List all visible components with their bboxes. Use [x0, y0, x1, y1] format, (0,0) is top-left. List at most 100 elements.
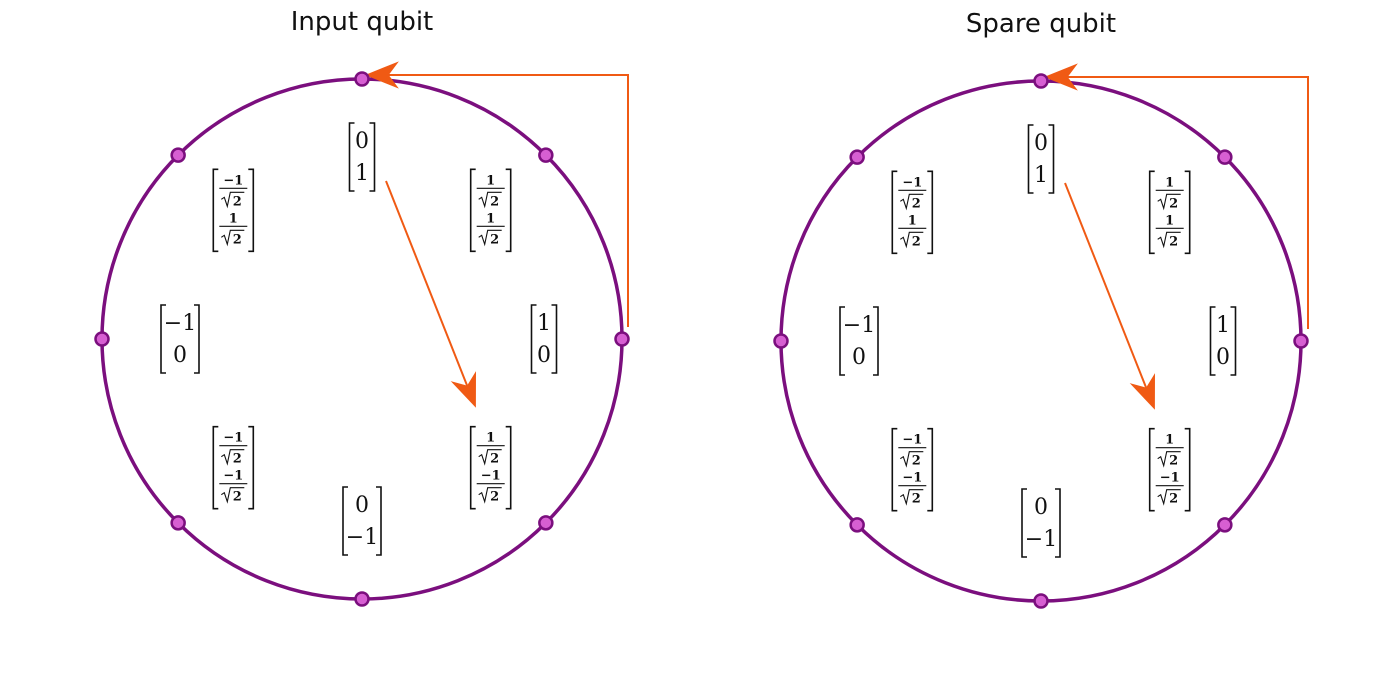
- right-bracket: [369, 122, 376, 192]
- fraction-denominator: 2: [490, 490, 499, 505]
- left-bracket: [1209, 306, 1216, 376]
- matrix-entry: 0: [355, 493, 369, 518]
- left-bracket: [469, 168, 476, 253]
- fraction-denominator: 2: [1169, 454, 1178, 469]
- fraction-numerator: 1: [1165, 213, 1174, 228]
- state-point-dot: [1033, 593, 1049, 609]
- left-bracket: [1148, 170, 1155, 255]
- matrix-entry: −1: [1025, 527, 1057, 552]
- matrix-entry: −1: [843, 313, 875, 338]
- matrix-entry: 1: [1216, 313, 1230, 338]
- state-vector-label: 1 2 −1 2: [1148, 427, 1191, 512]
- feedback-arrow: [364, 61, 629, 327]
- sqrt-sign: [221, 487, 245, 504]
- panel-title: Spare qubit: [966, 9, 1116, 39]
- matrix-entry: −1: [346, 525, 378, 550]
- state-vector-label: −1 2 1 2: [891, 170, 934, 255]
- right-bracket: [248, 425, 255, 510]
- fraction-denominator: 2: [912, 196, 921, 211]
- sqrt-sign: [221, 229, 245, 247]
- fraction-denominator: 2: [1169, 234, 1178, 249]
- matrix-entry: 0: [537, 343, 551, 368]
- state-point-dot: [170, 147, 186, 163]
- sqrt-sign: [900, 231, 924, 249]
- sqrt-sign: [1157, 451, 1181, 468]
- fraction-denominator: 2: [912, 234, 921, 249]
- state-point-dot: [1033, 73, 1049, 89]
- sqrt-sign: [221, 191, 245, 209]
- fraction-denominator: 2: [490, 232, 499, 247]
- state-point-dot: [1293, 333, 1309, 349]
- left-bracket: [348, 122, 355, 192]
- fraction-denominator: 2: [490, 452, 499, 467]
- right-bracket: [505, 168, 512, 253]
- fraction-numerator: −1: [902, 175, 922, 190]
- state-vector-label: 10: [530, 304, 558, 374]
- right-bracket: [1055, 488, 1061, 558]
- right-bracket: [376, 486, 382, 556]
- fraction-denominator: 2: [233, 232, 242, 247]
- state-vector-arrow: [1064, 182, 1155, 410]
- state-point-dot: [354, 71, 370, 87]
- matrix-entry: 0: [852, 345, 866, 370]
- sqrt-sign: [1157, 193, 1181, 211]
- panel-spare-qubit: Spare qubit 01 12121012−120−1−12−12−10−12…: [773, 9, 1309, 609]
- matrix-entry: 0: [173, 343, 187, 368]
- left-bracket: [891, 427, 898, 512]
- state-vector-label: −1 2 −1 2: [212, 425, 255, 510]
- sqrt-sign: [478, 229, 502, 247]
- fraction-denominator: 2: [233, 194, 242, 209]
- left-bracket: [839, 306, 845, 376]
- state-point-dot: [1217, 149, 1233, 165]
- left-bracket: [530, 304, 537, 374]
- right-bracket: [873, 306, 879, 376]
- state-point-dot: [538, 147, 554, 163]
- right-bracket: [551, 304, 558, 374]
- fraction-numerator: 1: [486, 431, 495, 446]
- state-point-dot: [94, 331, 110, 347]
- fraction-denominator: 2: [233, 490, 242, 505]
- sqrt-sign: [900, 489, 924, 506]
- state-vector-label: −10: [160, 304, 200, 374]
- state-point-dot: [170, 515, 186, 531]
- fraction-numerator: 1: [1165, 433, 1174, 448]
- matrix-entry: 1: [355, 161, 369, 186]
- fraction-denominator: 2: [912, 454, 921, 469]
- state-vector-label: 0−1: [1021, 488, 1061, 558]
- left-bracket: [1148, 427, 1155, 512]
- matrix-entry: 0: [1034, 495, 1048, 520]
- state-vector-label: 0−1: [342, 486, 382, 556]
- fraction-numerator: −1: [223, 431, 243, 446]
- sqrt-sign: [900, 451, 924, 468]
- sqrt-sign: [478, 191, 502, 209]
- state-point-dot: [849, 517, 865, 533]
- feedback-arrow: [1043, 63, 1309, 329]
- matrix-entry: 1: [537, 311, 551, 336]
- right-bracket: [927, 170, 934, 255]
- panel-input-qubit: Input qubit 01 12121012−120−1−12−12−10−12…: [94, 7, 630, 607]
- state-vector-label: 10: [1209, 306, 1237, 376]
- sqrt-sign: [1157, 231, 1181, 249]
- right-bracket: [1184, 170, 1191, 255]
- state-vector-label: 01: [1027, 124, 1055, 194]
- fraction-denominator: 2: [912, 492, 921, 507]
- sqrt-sign: [221, 449, 245, 466]
- left-bracket: [1021, 488, 1027, 558]
- left-bracket: [212, 168, 219, 253]
- sqrt-sign: [900, 193, 924, 211]
- fraction-numerator: −1: [902, 471, 922, 486]
- fraction-denominator: 2: [1169, 196, 1178, 211]
- fraction-numerator: 1: [486, 173, 495, 188]
- left-bracket: [891, 170, 898, 255]
- state-point-dot: [614, 331, 630, 347]
- fraction-numerator: 1: [1165, 175, 1174, 190]
- left-bracket: [212, 425, 219, 510]
- matrix-entry: 0: [1216, 345, 1230, 370]
- fraction-numerator: 1: [908, 213, 917, 228]
- left-bracket: [342, 486, 348, 556]
- state-vector-label: −1 2 −1 2: [891, 427, 934, 512]
- fraction-numerator: −1: [1160, 471, 1180, 486]
- fraction-denominator: 2: [233, 452, 242, 467]
- right-bracket: [248, 168, 255, 253]
